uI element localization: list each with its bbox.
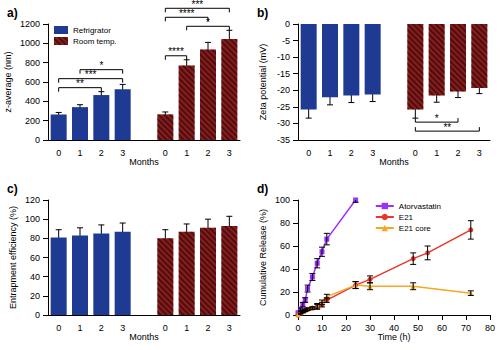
svg-text:Zeta potential (mV): Zeta potential (mV) (258, 44, 268, 121)
svg-text:0: 0 (285, 19, 290, 29)
svg-text:100: 100 (25, 214, 40, 224)
svg-text:Room temp.: Room temp. (73, 37, 117, 46)
svg-text:**: ** (443, 122, 451, 133)
svg-text:70: 70 (461, 323, 471, 333)
svg-text:2: 2 (455, 148, 460, 158)
svg-text:80: 80 (280, 218, 290, 228)
svg-text:Refrigrator: Refrigrator (73, 26, 111, 35)
svg-text:0: 0 (285, 310, 290, 320)
svg-text:1: 1 (184, 148, 189, 158)
svg-text:a): a) (7, 6, 18, 20)
svg-text:1: 1 (434, 148, 439, 158)
svg-text:20: 20 (280, 287, 290, 297)
svg-text:0: 0 (413, 148, 418, 158)
svg-text:80: 80 (30, 233, 40, 243)
svg-text:3: 3 (477, 148, 482, 158)
svg-text:3: 3 (227, 323, 232, 333)
svg-text:c): c) (7, 182, 18, 196)
svg-text:400: 400 (25, 96, 40, 106)
svg-text:3: 3 (120, 148, 125, 158)
svg-text:0: 0 (56, 148, 61, 158)
svg-text:-20: -20 (277, 85, 290, 95)
svg-text:-5: -5 (282, 36, 290, 46)
svg-text:*: * (435, 113, 439, 124)
svg-text:Cumulative Release (%): Cumulative Release (%) (258, 209, 268, 306)
svg-text:d): d) (257, 182, 268, 196)
svg-text:****: **** (168, 46, 184, 57)
svg-text:z-average (nm): z-average (nm) (3, 51, 13, 112)
svg-text:Atorvastatin: Atorvastatin (399, 202, 441, 211)
svg-text:0: 0 (306, 148, 311, 158)
svg-text:40: 40 (389, 323, 399, 333)
svg-text:E21 core: E21 core (399, 224, 432, 233)
svg-text:Time (h): Time (h) (377, 332, 410, 342)
svg-text:0: 0 (35, 310, 40, 320)
svg-text:20: 20 (30, 291, 40, 301)
svg-text:2: 2 (205, 148, 210, 158)
svg-text:**: ** (76, 78, 84, 89)
svg-text:2: 2 (99, 148, 104, 158)
svg-text:Months: Months (129, 157, 159, 167)
svg-text:40: 40 (30, 272, 40, 282)
svg-text:3: 3 (120, 323, 125, 333)
svg-text:120: 120 (25, 195, 40, 205)
svg-text:1: 1 (77, 323, 82, 333)
svg-text:0: 0 (295, 323, 300, 333)
svg-text:0: 0 (56, 323, 61, 333)
svg-text:b): b) (257, 6, 268, 20)
svg-text:1: 1 (184, 323, 189, 333)
svg-text:-35: -35 (277, 135, 290, 145)
svg-text:800: 800 (25, 58, 40, 68)
svg-text:200: 200 (25, 116, 40, 126)
svg-text:80: 80 (485, 323, 495, 333)
svg-text:Months: Months (129, 332, 159, 342)
svg-text:60: 60 (280, 241, 290, 251)
svg-text:3: 3 (227, 148, 232, 158)
svg-text:0: 0 (35, 135, 40, 145)
svg-text:40: 40 (280, 264, 290, 274)
svg-text:0: 0 (163, 323, 168, 333)
svg-text:-25: -25 (277, 102, 290, 112)
svg-text:***: *** (85, 69, 97, 80)
svg-text:1200: 1200 (20, 19, 40, 29)
svg-text:100: 100 (275, 195, 290, 205)
svg-text:2: 2 (99, 323, 104, 333)
svg-text:Months: Months (379, 157, 409, 167)
svg-text:3: 3 (370, 148, 375, 158)
svg-text:60: 60 (437, 323, 447, 333)
svg-text:-30: -30 (277, 118, 290, 128)
svg-text:2: 2 (205, 323, 210, 333)
svg-text:2: 2 (349, 148, 354, 158)
svg-text:-15: -15 (277, 69, 290, 79)
svg-text:600: 600 (25, 77, 40, 87)
svg-text:Entrapment efficiency (%): Entrapment efficiency (%) (8, 206, 18, 309)
svg-text:60: 60 (30, 253, 40, 263)
svg-text:30: 30 (365, 323, 375, 333)
svg-text:*: * (99, 60, 103, 71)
svg-text:10: 10 (317, 323, 327, 333)
svg-text:E21: E21 (399, 213, 414, 222)
svg-text:1: 1 (327, 148, 332, 158)
svg-text:***: *** (191, 0, 203, 10)
svg-text:0: 0 (163, 148, 168, 158)
svg-text:1000: 1000 (20, 38, 40, 48)
svg-text:1: 1 (77, 148, 82, 158)
svg-text:-10: -10 (277, 52, 290, 62)
svg-text:20: 20 (341, 323, 351, 333)
svg-text:50: 50 (413, 323, 423, 333)
